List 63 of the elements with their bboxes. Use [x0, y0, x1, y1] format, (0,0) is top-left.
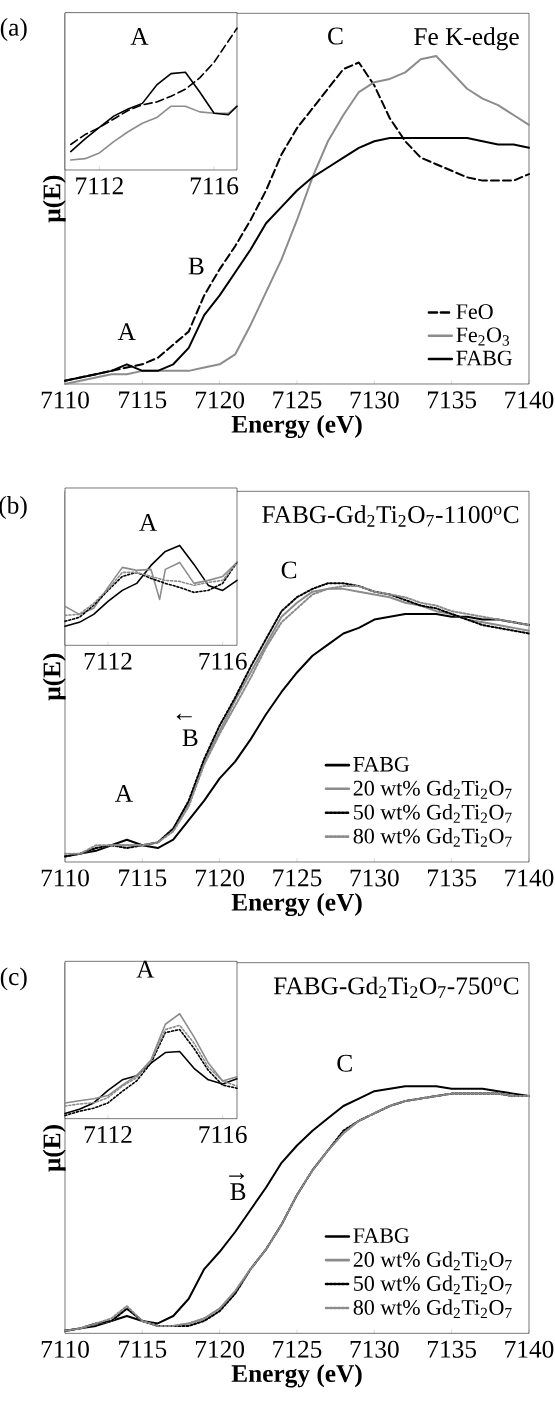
text: C — [328, 27, 343, 45]
x-tick-label: 7135 — [428, 391, 476, 409]
legend-label: 80 wt% Gd$_{2}$Ti$_{2}$O$_{7}$ — [353, 828, 512, 847]
chart-subtitle: Fe K-edge — [414, 27, 519, 51]
text: A — [136, 960, 155, 978]
x-tick-label: 7130 — [350, 1340, 399, 1358]
legend-label: 20 wt% Gd$_{2}$Ti$_{2}$O$_{7}$ — [353, 1251, 512, 1271]
x-tick-label: 7125 — [273, 1340, 322, 1358]
x-tick-label: 7135 — [428, 1340, 476, 1358]
legend-label: FeO — [456, 304, 493, 320]
y-axis-title: μ(E) — [42, 653, 66, 701]
legend-label: 50 wt% Gd$_{2}$Ti$_{2}$O$_{7}$ — [354, 1275, 512, 1295]
legend-label: 20 wt% Gd$_{2}$Ti$_{2}$O$_{7}$ — [353, 780, 512, 799]
x-axis-title: Energy (eV) — [231, 1364, 362, 1388]
x-tick-label: 7115 — [119, 1340, 167, 1358]
x-axis-title: Energy (eV) — [231, 892, 362, 917]
y-axis-title: μ(E) — [42, 1125, 66, 1172]
x-tick-label: 7125 — [273, 869, 322, 887]
legend-label: FABG — [353, 756, 410, 772]
chart-title: (a) — [0, 18, 27, 42]
legend-label: FABG — [456, 350, 513, 366]
x-tick-label: 7140 — [505, 1340, 554, 1358]
x-tick-label: 7115 — [119, 391, 167, 409]
annotation: B — [230, 1183, 246, 1200]
legend-label: 50 wt% Gd$_{2}$Ti$_{2}$O$_{7}$ — [354, 804, 512, 823]
x-tick-label: 7120 — [196, 1340, 245, 1358]
x-tick-label: 7112 — [84, 1126, 132, 1143]
x-tick-label: 7130 — [350, 391, 399, 409]
text: C — [281, 561, 297, 579]
annotation: B — [182, 729, 198, 747]
x-tick-label: 7115 — [119, 869, 167, 887]
text: FABG-Gd$_{2}$Ti$_{2}$O$_{7}$-1100$^{o}$C — [262, 505, 519, 527]
x-tick-label: 7110 — [41, 391, 89, 409]
x-tick-label: 7112 — [84, 652, 132, 670]
text: A — [139, 514, 158, 531]
x-tick-label: 7116 — [199, 1126, 247, 1144]
x-tick-label: 7140 — [505, 391, 554, 409]
y-axis-title: μ(E) — [42, 175, 66, 223]
annotation: A — [130, 28, 149, 45]
annotation: A — [117, 323, 136, 340]
x-tick-label: 7112 — [76, 177, 123, 195]
text: C — [337, 1054, 352, 1072]
annotation: A — [115, 784, 133, 802]
annotation: ← — [176, 713, 192, 720]
annotation: B — [188, 257, 204, 275]
x-tick-label: 7140 — [505, 869, 554, 887]
x-tick-label: 7116 — [190, 177, 239, 195]
legend-label: FABG — [353, 1228, 410, 1244]
annotation: → — [229, 1173, 245, 1180]
x-tick-label: 7125 — [273, 391, 322, 409]
x-tick-label: 7135 — [428, 869, 476, 887]
x-tick-label: 7120 — [196, 391, 245, 409]
x-tick-label: 7110 — [41, 869, 89, 887]
text: FABG-Gd$_{2}$Ti$_{2}$O$_{7}$-750$^{o}$C — [273, 976, 519, 999]
legend-label: Fe$_{2}$O$_{3}$ — [456, 327, 510, 346]
x-tick-label: 7110 — [41, 1340, 89, 1358]
x-tick-label: 7120 — [196, 869, 245, 887]
x-tick-label: 7130 — [350, 869, 399, 887]
chart-title: (b) — [0, 496, 27, 520]
x-axis-title: Energy (eV) — [231, 414, 362, 439]
legend-label: 80 wt% Gd$_{2}$Ti$_{2}$O$_{7}$ — [353, 1299, 512, 1319]
chart-title: (c) — [0, 967, 27, 991]
x-tick-label: 7116 — [199, 652, 247, 670]
